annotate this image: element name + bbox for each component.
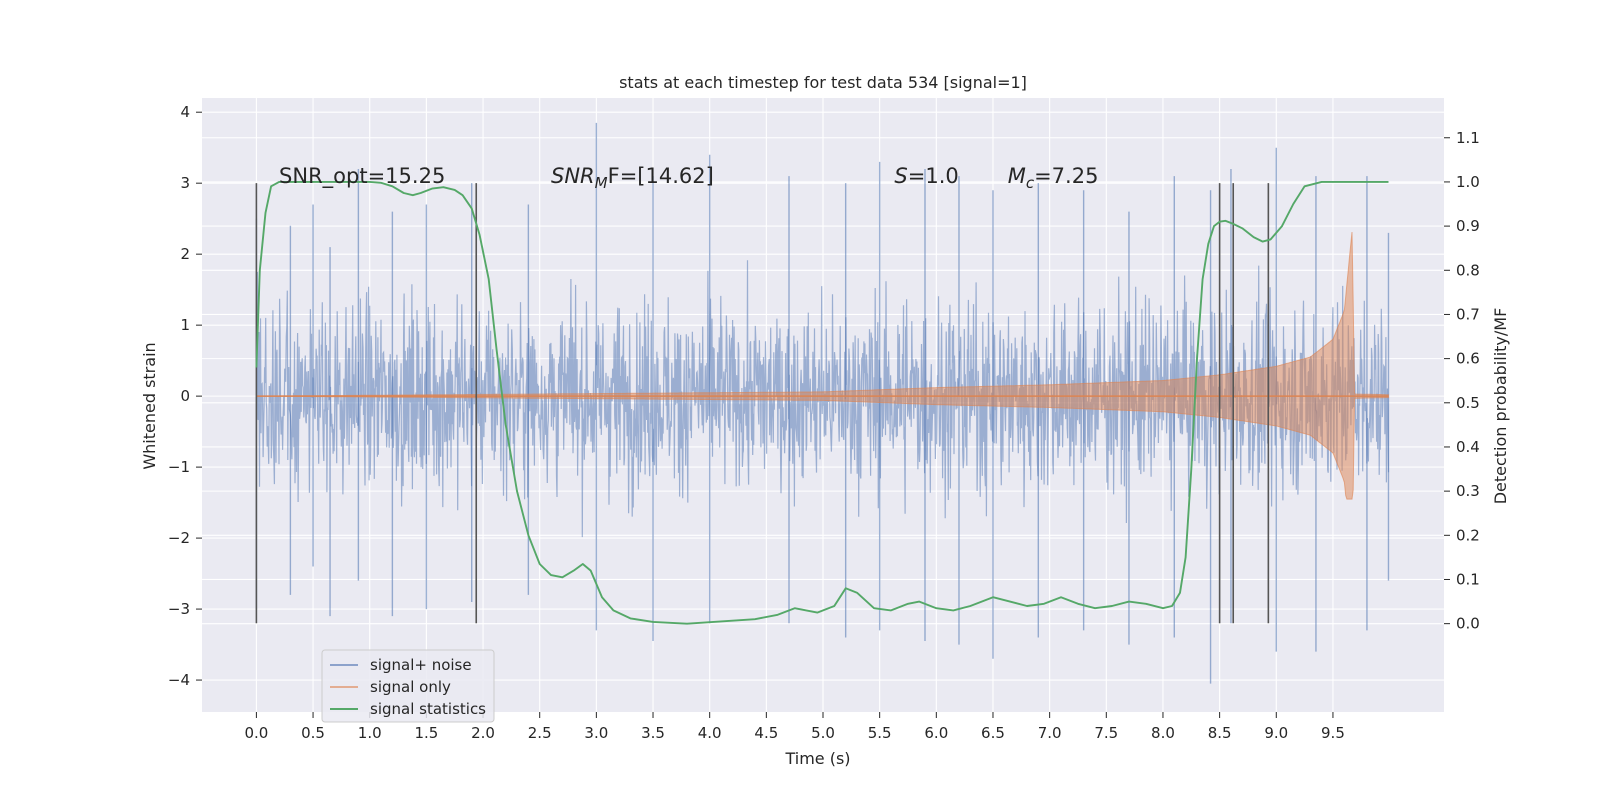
annotation: S=1.0 — [894, 164, 958, 188]
x-tick-label: 9.5 — [1321, 724, 1345, 742]
vertical-markers — [255, 183, 1270, 624]
x-tick-label: 4.0 — [698, 724, 722, 742]
y-right-tick-label: 0.8 — [1456, 261, 1480, 279]
chirp-envelope — [256, 231, 1389, 500]
annotation-subscript: c — [1026, 174, 1035, 192]
series-signal-only — [256, 231, 1389, 500]
x-tick-label: 6.5 — [981, 724, 1005, 742]
legend-label: signal only — [370, 678, 451, 696]
y-tick-label: 4 — [180, 103, 190, 121]
plot-area: 0.0 0.5 1.0 1.5 2.0 2.5 3.0 3.5 4.0 4.5 5.0 5.5 6.0 6… — [168, 98, 1480, 742]
y-tick-label: −3 — [168, 600, 190, 618]
y-right-tick-label: 0.5 — [1456, 394, 1480, 412]
y-tick-label: 1 — [180, 316, 190, 334]
y-tick-label: −1 — [168, 458, 190, 476]
y-right-tick-label: 0.0 — [1456, 615, 1480, 633]
chart-title: stats at each timestep for test data 534… — [619, 73, 1027, 92]
tick-labels: 0.0 0.5 1.0 1.5 2.0 2.5 3.0 3.5 4.0 4.5 5.0 5.5 6.0 6… — [168, 103, 1480, 742]
annotation-symbol: S — [894, 164, 907, 188]
series-signal-statistics — [255, 180, 1389, 625]
x-tick-label: 2.5 — [528, 724, 552, 742]
x-tick-label: 0.5 — [301, 724, 325, 742]
annotation-value: =7.25 — [1034, 164, 1098, 188]
x-tick-label: 0.0 — [244, 724, 268, 742]
x-tick-label: 9.0 — [1264, 724, 1288, 742]
x-tick-label: 8.5 — [1208, 724, 1232, 742]
x-tick-label: 7.5 — [1094, 724, 1118, 742]
x-tick-label: 1.0 — [358, 724, 382, 742]
x-tick-label: 6.0 — [924, 724, 948, 742]
y-right-tick-label: 0.3 — [1456, 482, 1480, 500]
annotation-value: =1.0 — [908, 164, 959, 188]
x-tick-label: 5.0 — [811, 724, 835, 742]
y-tick-label: −4 — [168, 671, 190, 689]
annotation: SNR_opt=15.25 — [279, 164, 445, 189]
legend-label: signal+ noise — [370, 656, 472, 674]
y-right-tick-label: 0.4 — [1456, 438, 1480, 456]
legend: signal+ noise signal only signal statistic… — [321, 649, 495, 723]
annotations: SNR_opt=15.25 SNRMF=[14.62] S=1.0 Mc=7.25 — [279, 164, 1098, 192]
annotation-subscript: M — [595, 174, 608, 192]
legend-label: signal statistics — [370, 700, 486, 718]
annotation-symbol: M — [1008, 164, 1026, 188]
y-right-tick-label: 0.2 — [1456, 526, 1480, 544]
y-tick-label: 0 — [180, 387, 190, 405]
x-tick-label: 3.0 — [584, 724, 608, 742]
x-tick-label: 3.5 — [641, 724, 665, 742]
y-right-tick-label: 0.1 — [1456, 570, 1480, 588]
y-right-tick-label: 1.0 — [1456, 173, 1480, 191]
y-tick-label: 2 — [180, 245, 190, 263]
annotation: SNRMF=[14.62] — [551, 164, 714, 192]
x-tick-label: 7.0 — [1038, 724, 1062, 742]
legend-box — [321, 649, 495, 723]
y-right-tick-label: 0.6 — [1456, 350, 1480, 368]
y-axis-label: Whitened strain — [140, 342, 159, 469]
x-tick-label: 5.5 — [868, 724, 892, 742]
x-tick-label: 8.0 — [1151, 724, 1175, 742]
annotation-value: F=[14.62] — [608, 164, 714, 188]
y-right-tick-label: 0.9 — [1456, 217, 1480, 235]
x-axis-label: Time (s) — [784, 749, 850, 768]
x-tick-label: 2.0 — [471, 724, 495, 742]
y-right-tick-label: 0.7 — [1456, 305, 1480, 323]
y-right-tick-label: 1.1 — [1456, 129, 1480, 147]
y-right-axis-label: Detection probability/MF — [1491, 308, 1510, 505]
x-tick-label: 1.5 — [414, 724, 438, 742]
x-tick-label: 4.5 — [754, 724, 778, 742]
y-tick-label: 3 — [180, 174, 190, 192]
annotation: Mc=7.25 — [1008, 164, 1099, 192]
annotation-symbol: SNR — [551, 164, 595, 188]
y-tick-label: −2 — [168, 529, 190, 547]
